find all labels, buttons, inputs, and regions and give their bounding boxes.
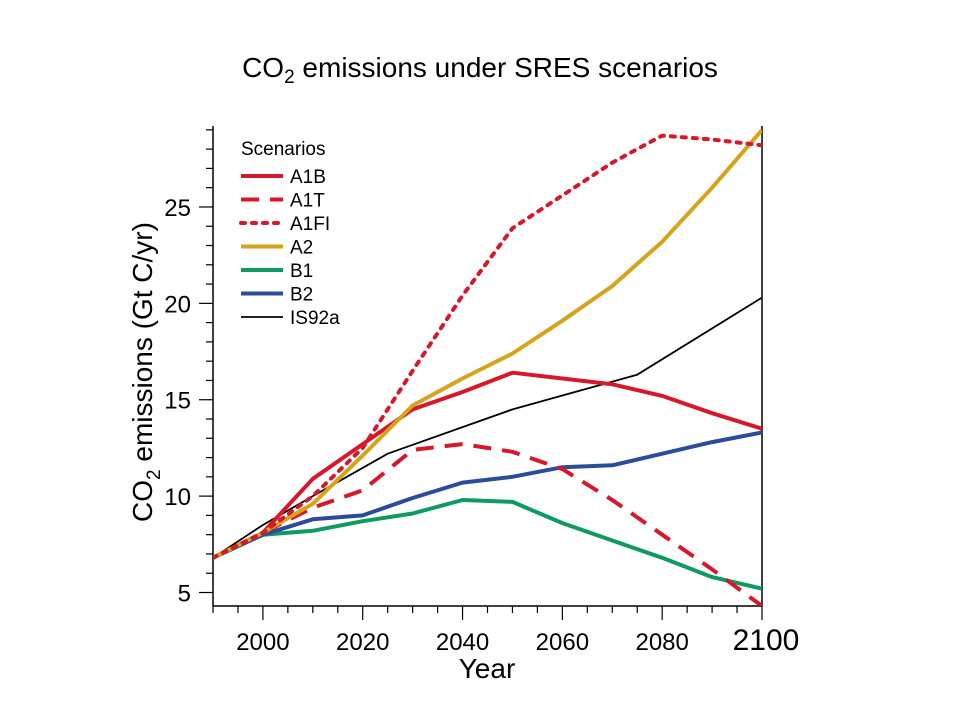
legend-title: Scenarios [241, 139, 326, 160]
legend-item-a2: A2 [241, 238, 313, 259]
legend-label: A2 [290, 238, 313, 259]
legend-label: A1FI [290, 214, 330, 235]
y-tick-label: 20 [164, 291, 191, 318]
x-tick-label: 2040 [436, 629, 489, 656]
legend-item-a1fi: A1FI [239, 214, 330, 235]
legend-label: A1T [290, 191, 325, 212]
legend-label: B2 [290, 285, 313, 306]
x-tick-label: 2060 [536, 629, 589, 656]
legend-item-is92a: IS92a [241, 308, 340, 329]
y-tick-label: 10 [164, 484, 191, 511]
series-line-a1t [213, 442, 762, 606]
legend-label: B1 [290, 261, 313, 282]
chart-title: CO2 emissions under SRES scenarios [0, 52, 960, 89]
chart-title-rest: emissions under SRES scenarios [294, 52, 718, 83]
series-layer [213, 128, 762, 606]
y-tick-label: 15 [164, 388, 191, 415]
y-axis-label: CO2 emissions (Gt C/yr) [127, 222, 165, 522]
y-axis-label-main: CO [127, 480, 158, 522]
legend-label: A1B [290, 167, 326, 188]
y-axis-label-rest: emissions (Gt C/yr) [127, 222, 158, 469]
x-tick-label: 2020 [336, 629, 389, 656]
series-line-a2 [213, 128, 762, 560]
series-line-a1b [213, 370, 762, 560]
series-line-b1 [213, 498, 762, 591]
y-axis-label-subscript: 2 [144, 469, 165, 480]
x-tick-label: 2080 [635, 629, 688, 656]
legend-item-b2: B2 [241, 285, 313, 306]
y-tick-label: 25 [164, 195, 191, 222]
axes-layer: 2000 2020 2040 2060 2080 2100 5 10 15 20 25 [164, 126, 799, 657]
legend-item-a1t: A1T [241, 191, 325, 212]
chart-title-main: CO [242, 52, 285, 83]
chart-title-subscript: 2 [284, 67, 295, 88]
legend-item-a1b: A1B [241, 167, 326, 188]
x-tick-label: 2100 [733, 624, 800, 657]
x-tick-label: 2000 [236, 629, 289, 656]
series-line-a1fi [213, 133, 762, 560]
series-line-is92a [213, 296, 762, 559]
series-line-b2 [213, 430, 762, 560]
legend-label: IS92a [290, 308, 340, 329]
y-tick-label: 5 [178, 581, 191, 608]
x-axis-label: Year [459, 653, 516, 684]
legend-item-b1: B1 [241, 261, 313, 282]
